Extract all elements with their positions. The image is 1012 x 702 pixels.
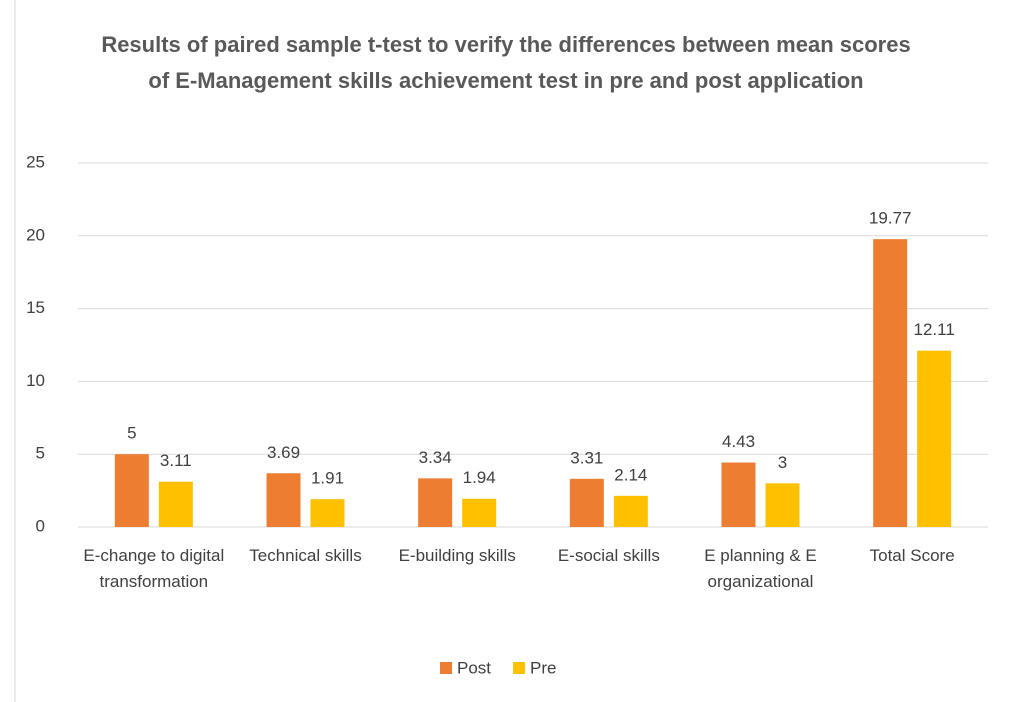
chart-title: Results of paired sample t-test to verif… <box>101 32 911 93</box>
data-label: 3.11 <box>160 451 192 470</box>
y-tick-label: 10 <box>26 371 45 390</box>
x-tick-label: E-social skills <box>557 546 660 565</box>
bar <box>721 462 756 527</box>
data-label: 19.77 <box>869 209 912 228</box>
data-label: 12.11 <box>914 320 955 339</box>
bar <box>266 473 301 527</box>
legend-swatch <box>440 662 452 674</box>
bar <box>873 239 908 527</box>
bar <box>418 478 453 527</box>
bar <box>613 495 648 527</box>
bar <box>917 350 952 527</box>
legend-swatch <box>513 662 526 674</box>
data-label: 3.34 <box>419 448 452 467</box>
bar <box>158 481 193 527</box>
x-tick-label: E planning & E organizational <box>704 546 817 591</box>
data-label: 4.43 <box>722 432 755 451</box>
data-label: 3 <box>778 453 787 472</box>
x-tick-label: Technical skills <box>249 546 362 565</box>
x-tick-label: E-change to digital transformation <box>83 546 225 591</box>
bar <box>462 498 497 527</box>
bar <box>114 454 149 527</box>
y-tick-label: 0 <box>36 516 45 535</box>
legend-label: Post <box>457 658 491 677</box>
bar <box>569 478 604 527</box>
y-tick-label: 15 <box>26 298 45 317</box>
y-tick-label: 25 <box>26 152 45 171</box>
legend-label: Pre <box>530 658 556 677</box>
data-label: 1.91 <box>311 469 344 488</box>
data-label: 1.94 <box>463 468 496 487</box>
data-label: 2.14 <box>614 465 647 484</box>
y-tick-label: 5 <box>36 444 45 463</box>
y-tick-label: 20 <box>26 225 45 244</box>
bar <box>310 499 345 527</box>
x-tick-label: E-building skills <box>398 546 516 565</box>
data-label: 5 <box>127 424 136 443</box>
x-tick-label: Total Score <box>869 546 955 565</box>
data-label: 3.69 <box>267 443 300 462</box>
data-label: 3.31 <box>570 448 603 467</box>
bar <box>765 483 800 527</box>
